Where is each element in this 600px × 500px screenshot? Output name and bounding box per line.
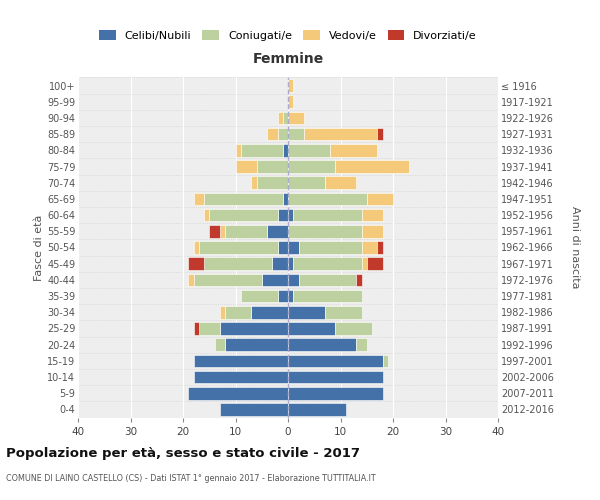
Bar [367, 258, 383, 270]
Bar [241, 290, 277, 302]
Text: Femmine: Femmine [253, 52, 323, 66]
Bar [209, 225, 220, 237]
Bar [193, 370, 288, 384]
Bar [299, 274, 356, 286]
Bar [299, 241, 361, 254]
Bar [367, 192, 393, 205]
Bar [293, 290, 361, 302]
Bar [288, 322, 335, 335]
Bar [288, 176, 325, 189]
Y-axis label: Anni di nascita: Anni di nascita [571, 206, 580, 288]
Bar [193, 354, 288, 367]
Bar [288, 370, 383, 384]
Bar [215, 338, 225, 351]
Bar [220, 322, 288, 335]
Bar [325, 176, 356, 189]
Bar [277, 112, 283, 124]
Bar [377, 241, 383, 254]
Bar [251, 176, 257, 189]
Bar [204, 192, 283, 205]
Bar [267, 128, 277, 140]
Bar [199, 322, 220, 335]
Bar [288, 209, 293, 222]
Bar [267, 225, 288, 237]
Text: Popolazione per età, sesso e stato civile - 2017: Popolazione per età, sesso e stato civil… [6, 448, 360, 460]
Bar [283, 192, 288, 205]
Bar [235, 144, 241, 156]
Bar [272, 258, 288, 270]
Bar [277, 241, 288, 254]
Bar [288, 112, 304, 124]
Bar [288, 241, 299, 254]
Bar [361, 241, 377, 254]
Bar [204, 258, 272, 270]
Bar [288, 144, 330, 156]
Bar [225, 225, 267, 237]
Bar [293, 209, 361, 222]
Bar [383, 354, 388, 367]
Bar [193, 322, 199, 335]
Bar [288, 290, 293, 302]
Bar [283, 144, 288, 156]
Bar [277, 209, 288, 222]
Legend: Celibi/Nubili, Coniugati/e, Vedovi/e, Divorziati/e: Celibi/Nubili, Coniugati/e, Vedovi/e, Di… [99, 30, 477, 41]
Bar [288, 192, 367, 205]
Bar [335, 160, 409, 173]
Bar [304, 128, 377, 140]
Y-axis label: Fasce di età: Fasce di età [34, 214, 44, 280]
Bar [220, 225, 225, 237]
Bar [356, 274, 361, 286]
Bar [288, 387, 383, 400]
Bar [288, 80, 293, 92]
Bar [330, 144, 377, 156]
Bar [225, 338, 288, 351]
Bar [288, 306, 325, 318]
Bar [257, 176, 288, 189]
Bar [288, 258, 293, 270]
Bar [241, 144, 283, 156]
Bar [193, 192, 204, 205]
Bar [193, 241, 199, 254]
Bar [220, 306, 225, 318]
Bar [361, 258, 367, 270]
Bar [325, 306, 361, 318]
Bar [220, 403, 288, 415]
Bar [283, 112, 288, 124]
Bar [209, 209, 277, 222]
Bar [199, 241, 277, 254]
Bar [204, 209, 209, 222]
Bar [288, 225, 361, 237]
Text: COMUNE DI LAINO CASTELLO (CS) - Dati ISTAT 1° gennaio 2017 - Elaborazione TUTTIT: COMUNE DI LAINO CASTELLO (CS) - Dati IST… [6, 474, 376, 483]
Bar [288, 96, 293, 108]
Bar [288, 354, 383, 367]
Bar [257, 160, 288, 173]
Bar [288, 128, 304, 140]
Bar [356, 338, 367, 351]
Bar [188, 274, 193, 286]
Bar [188, 258, 204, 270]
Bar [288, 274, 299, 286]
Bar [188, 387, 288, 400]
Bar [361, 225, 383, 237]
Bar [277, 290, 288, 302]
Bar [288, 338, 356, 351]
Bar [262, 274, 288, 286]
Bar [225, 306, 251, 318]
Bar [335, 322, 372, 335]
Bar [288, 403, 346, 415]
Bar [193, 274, 262, 286]
Bar [288, 160, 335, 173]
Bar [293, 258, 361, 270]
Bar [377, 128, 383, 140]
Bar [361, 209, 383, 222]
Bar [277, 128, 288, 140]
Bar [235, 160, 257, 173]
Bar [251, 306, 288, 318]
